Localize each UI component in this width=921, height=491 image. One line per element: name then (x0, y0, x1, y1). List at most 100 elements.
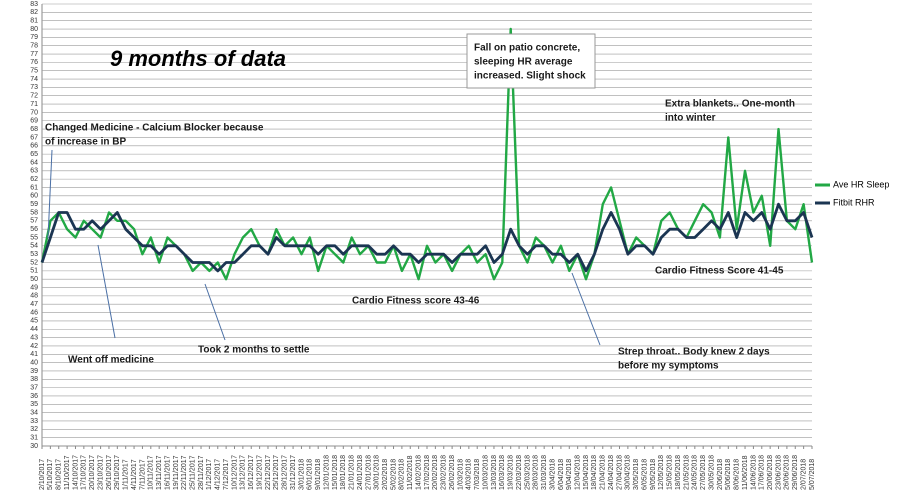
x-tick-label: 13/03/2018 (491, 455, 498, 490)
x-tick-label: 4/11/2017 (131, 459, 138, 490)
x-tick-label: 30/01/2018 (374, 455, 381, 490)
x-tick-label: 24/05/2018 (692, 455, 699, 490)
y-tick-label: 49 (30, 284, 38, 291)
x-tick-label: 23/02/2018 (441, 455, 448, 490)
annotation: Went off medicine (68, 355, 154, 366)
x-tick-label: 18/04/2018 (591, 455, 598, 490)
annotation: Extra blankets.. One-month (665, 99, 795, 110)
y-tick-label: 62 (30, 176, 38, 183)
x-tick-label: 20/06/2018 (767, 455, 774, 490)
y-tick-label: 52 (30, 259, 38, 266)
annotation-arrows (47, 149, 601, 346)
y-tick-label: 67 (30, 134, 38, 141)
x-tick-label: 15/04/2018 (583, 455, 590, 490)
y-tick-label: 55 (30, 234, 38, 241)
y-tick-label: 51 (30, 268, 38, 275)
y-tick-label: 56 (30, 226, 38, 233)
y-tick-label: 47 (30, 301, 38, 308)
y-tick-label: 57 (30, 218, 38, 225)
annotation: increased. Slight shock (474, 71, 586, 82)
x-tick-label: 6/05/2018 (641, 459, 648, 490)
annotation: Strep throat.. Body knew 2 days (618, 347, 770, 358)
x-tick-label: 1/03/2018 (457, 459, 464, 490)
x-tick-label: 28/12/2017 (282, 455, 289, 490)
x-tick-label: 13/11/2017 (156, 455, 163, 490)
y-tick-label: 75 (30, 68, 38, 75)
x-tick-label: 12/05/2018 (658, 455, 665, 490)
x-tick-label: 16/11/2017 (164, 455, 171, 490)
y-tick-label: 44 (30, 326, 38, 333)
x-tick-label: 30/04/2018 (625, 455, 632, 490)
y-tick-label: 74 (30, 76, 38, 83)
y-tick-label: 66 (30, 143, 38, 150)
x-tick-label: 27/05/2018 (700, 455, 707, 490)
x-tick-label: 23/10/2017 (97, 455, 104, 490)
legend-label: Ave HR Sleep (833, 179, 889, 189)
x-tick-label: 3/05/2018 (633, 459, 640, 490)
x-tick-label: 24/04/2018 (608, 455, 615, 490)
y-tick-label: 65 (30, 151, 38, 158)
x-tick-label: 8/02/2018 (399, 459, 406, 490)
x-tick-label: 19/12/2017 (256, 455, 263, 490)
x-tick-label: 3/04/2018 (549, 459, 556, 490)
y-tick-label: 61 (30, 184, 38, 191)
annotation: Took 2 months to settle (198, 345, 310, 356)
y-tick-label: 79 (30, 34, 38, 41)
x-tick-label: 13/12/2017 (240, 455, 247, 490)
x-tick-label: 17/10/2017 (81, 455, 88, 490)
x-tick-label: 2/02/2018 (382, 459, 389, 490)
y-tick-label: 77 (30, 51, 38, 58)
x-tick-label: 9/04/2018 (566, 459, 573, 490)
y-tick-label: 72 (30, 93, 38, 100)
y-tick-label: 41 (30, 351, 38, 358)
y-tick-label: 40 (30, 359, 38, 366)
y-tick-label: 30 (30, 443, 38, 450)
x-tick-label: 3/01/2018 (298, 459, 305, 490)
x-tick-label: 22/12/2017 (265, 455, 272, 490)
y-tick-label: 45 (30, 318, 38, 325)
y-tick-label: 76 (30, 59, 38, 66)
x-tick-label: 23/06/2018 (775, 455, 782, 490)
x-tick-label: 21/05/2018 (683, 455, 690, 490)
x-tick-label: 15/01/2018 (332, 455, 339, 490)
x-tick-label: 8/06/2018 (734, 459, 741, 490)
x-tick-label: 18/05/2018 (675, 455, 682, 490)
y-tick-label: 83 (30, 1, 38, 8)
x-tick-label: 28/11/2017 (198, 455, 205, 490)
x-tick-label: 21/01/2018 (349, 455, 356, 490)
x-tick-label: 9/05/2018 (650, 459, 657, 490)
x-tick-label: 25/12/2017 (273, 455, 280, 490)
x-tick-label: 29/06/2018 (792, 455, 799, 490)
y-tick-label: 71 (30, 101, 38, 108)
x-tick-label: 7/11/2017 (139, 459, 146, 490)
y-tick-label: 31 (30, 435, 38, 442)
y-tick-label: 64 (30, 159, 38, 166)
y-tick-label: 63 (30, 168, 38, 175)
y-tick-label: 53 (30, 251, 38, 258)
x-tick-label: 27/04/2018 (616, 455, 623, 490)
arrow (571, 272, 601, 346)
x-tick-label: 2/07/2018 (800, 459, 807, 490)
x-tick-label: 10/11/2017 (148, 455, 155, 490)
y-tick-label: 48 (30, 293, 38, 300)
x-tick-label: 5/06/2018 (725, 459, 732, 490)
x-tick-label: 5/07/2018 (809, 459, 816, 490)
annotation: Fall on patio concrete, (474, 43, 580, 54)
x-tick-label: 31/03/2018 (541, 455, 548, 490)
legend-label: Fitbit RHR (833, 197, 875, 207)
x-tick-label: 11/06/2018 (742, 455, 749, 490)
x-tick-label: 1/12/2017 (206, 459, 213, 490)
y-tick-label: 33 (30, 418, 38, 425)
x-tick-label: 26/10/2017 (106, 455, 113, 490)
arrow (97, 244, 116, 339)
x-tick-label: 30/05/2018 (708, 455, 715, 490)
x-tick-label: 24/01/2018 (357, 455, 364, 490)
x-tick-label: 26/06/2018 (784, 455, 791, 490)
y-tick-label: 82 (30, 9, 38, 16)
y-tick-label: 70 (30, 109, 38, 116)
chart-title: 9 months of data (110, 46, 286, 71)
x-tick-label: 20/10/2017 (89, 455, 96, 490)
x-tick-label: 19/11/2017 (173, 455, 180, 490)
x-tick-label: 22/11/2017 (181, 455, 188, 490)
y-tick-label: 37 (30, 384, 38, 391)
